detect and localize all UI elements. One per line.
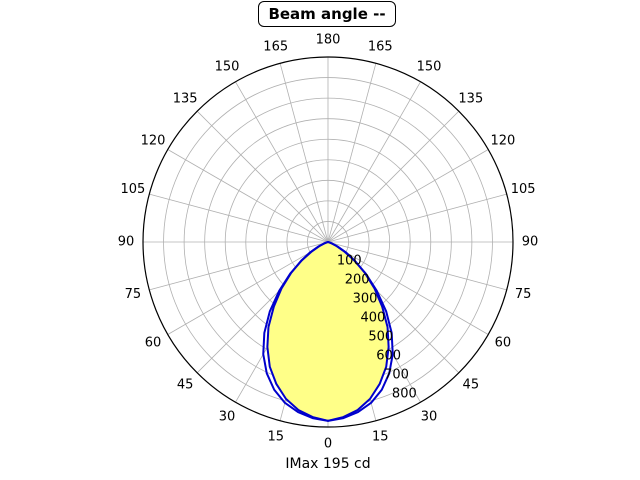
angle-tick-label: 15 bbox=[267, 430, 284, 445]
angle-tick-label: 30 bbox=[219, 409, 236, 424]
grid-spoke bbox=[327, 110, 460, 243]
angle-tick-label: 90 bbox=[522, 235, 539, 250]
angle-tick-label: 165 bbox=[368, 39, 393, 54]
radial-tick-label: 200 bbox=[345, 272, 370, 287]
angle-tick-label: 135 bbox=[173, 92, 198, 107]
grid-spoke bbox=[327, 241, 489, 335]
angle-tick-label: 120 bbox=[491, 134, 516, 149]
grid-spoke bbox=[327, 63, 377, 243]
series-curve bbox=[262, 241, 394, 422]
angle-tick-label: 45 bbox=[177, 377, 194, 392]
grid-spoke bbox=[327, 193, 507, 243]
angle-tick-label: 60 bbox=[495, 336, 512, 351]
radial-tick-label: 500 bbox=[368, 329, 393, 344]
angle-tick-label: 45 bbox=[463, 377, 480, 392]
angle-tick-label: 120 bbox=[141, 134, 166, 149]
chart-title: Beam angle -- bbox=[258, 1, 396, 27]
grid-spoke bbox=[327, 241, 507, 291]
angle-tick-label: 165 bbox=[263, 39, 288, 54]
grid-spoke bbox=[235, 81, 329, 243]
grid-spoke bbox=[149, 241, 329, 291]
angle-tick-label: 30 bbox=[421, 409, 438, 424]
grid-spoke bbox=[196, 110, 329, 243]
angle-tick-label: 75 bbox=[125, 287, 142, 302]
series-layer bbox=[262, 241, 394, 422]
radial-tick-label: 300 bbox=[353, 291, 378, 306]
angle-tick-label: 105 bbox=[511, 182, 536, 197]
radial-tick-label: 400 bbox=[360, 310, 385, 325]
tick-labels: 0 15 15 30 30 45 45 60 60 75 75 90 90 105 105 120 120 135… bbox=[118, 33, 539, 452]
angle-tick-label: 90 bbox=[118, 235, 135, 250]
angle-tick-label: 75 bbox=[515, 287, 532, 302]
x-axis-label: IMax 195 cd bbox=[285, 456, 371, 472]
angle-tick-label: 135 bbox=[458, 92, 483, 107]
angle-tick-label: 0 bbox=[324, 437, 332, 452]
angle-tick-label: 15 bbox=[372, 430, 389, 445]
radial-tick-label: 700 bbox=[384, 367, 409, 382]
grid-spoke bbox=[327, 81, 421, 243]
angle-tick-label: 150 bbox=[417, 60, 442, 75]
angle-tick-label: 180 bbox=[316, 33, 341, 48]
grid-spoke bbox=[279, 63, 329, 243]
grid-spoke bbox=[167, 241, 329, 335]
radial-tick-label: 600 bbox=[376, 348, 401, 363]
angle-tick-label: 60 bbox=[145, 336, 162, 351]
grid-spoke bbox=[167, 149, 329, 243]
angle-tick-label: 105 bbox=[120, 182, 145, 197]
polar-frame bbox=[142, 56, 514, 428]
radial-tick-label: 800 bbox=[392, 386, 417, 401]
grid-spoke bbox=[327, 149, 489, 243]
grid-spoke bbox=[149, 193, 329, 243]
angle-tick-label: 150 bbox=[215, 60, 240, 75]
radial-tick-label: 100 bbox=[337, 253, 362, 268]
